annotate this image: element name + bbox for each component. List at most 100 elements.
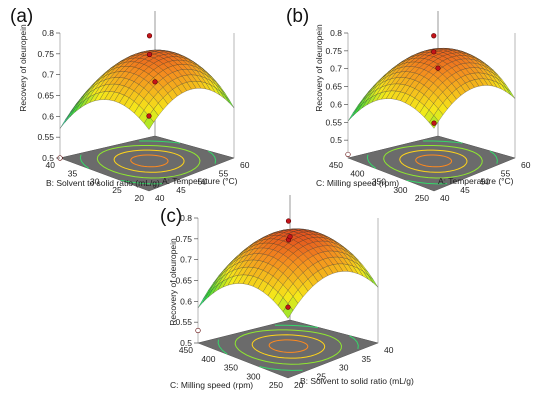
floor-contour [79, 154, 90, 169]
design-point [146, 33, 153, 39]
x-axis-label: A: Temperature (°C) [438, 176, 514, 186]
z-tick-label: 0.75 [175, 234, 192, 244]
y-tick-label: 250 [415, 193, 429, 203]
panel-c: (c) 0.5 0.55 0.6 0.65 0.7 0.75 0.8 Recovery of o… [160, 195, 414, 390]
x-tick-label: 45 [176, 185, 186, 195]
floor-contour [139, 140, 181, 144]
surface-cell [367, 274, 379, 288]
x-tick-label: 55 [501, 168, 511, 178]
y-tick-label: 300 [393, 185, 407, 195]
y-tick-label: 450 [179, 345, 193, 355]
floor-contour [259, 366, 303, 371]
y-tick-label: 40 [46, 160, 56, 170]
x-tick-label: 60 [521, 160, 531, 170]
y-axis-label: C: Milling speed (rpm) [170, 380, 253, 390]
y-tick-label: 25 [112, 185, 122, 195]
z-tick-label: 0.7 [180, 255, 192, 265]
floor-plane [347, 135, 516, 192]
x-tick-label: 50 [198, 177, 208, 187]
y-tick-label: 350 [372, 177, 386, 187]
floor-contour [349, 335, 359, 350]
floor-contour [366, 154, 377, 169]
floor-contour [399, 149, 468, 173]
z-axis-label: Recovery of oleuropein [168, 238, 178, 326]
design-point [435, 65, 441, 71]
floor-contour [251, 334, 326, 359]
x-tick-label: 25 [317, 371, 327, 381]
floor-contour [217, 339, 228, 355]
design-point [287, 234, 293, 240]
z-axis-label: Recovery of oleuropein [314, 24, 324, 112]
floor-contour [406, 179, 448, 185]
surface-mesh [59, 49, 235, 130]
surface-cell [224, 95, 235, 108]
surface-cell [506, 87, 516, 99]
z-tick-label: 0.6 [330, 99, 342, 109]
design-point [431, 49, 437, 55]
panel-b: (b) 0.5 0.55 0.6 0.65 0.7 0.75 0.8 Recovery of o… [286, 6, 531, 203]
y-tick-label: 35 [68, 168, 78, 178]
floor-contour [415, 154, 453, 168]
z-tick-label: 0.55 [175, 317, 192, 327]
z-tick-label: 0.7 [330, 64, 342, 74]
x-axis-label: A: Temperature (°C) [162, 176, 238, 186]
z-tick-label: 0.6 [180, 296, 192, 306]
floor-contour [383, 144, 483, 179]
y-axis-label: C: Milling speed (rpm) [316, 178, 399, 188]
x-tick-label: 40 [155, 193, 165, 203]
z-axis-label: Recovery of oleuropein [18, 24, 28, 112]
z-tick-label: 0.55 [37, 132, 54, 142]
design-point [146, 51, 153, 58]
x-tick-label: 50 [481, 177, 491, 187]
surface-cell [352, 103, 363, 117]
design-point [345, 151, 351, 158]
floor-contour [268, 339, 309, 353]
z-tick-label: 0.7 [42, 70, 54, 80]
x-tick-label: 35 [362, 354, 372, 364]
x-tick-label: 55 [219, 168, 229, 178]
surface-cell [143, 115, 154, 130]
z-tick-label: 0.65 [37, 91, 54, 101]
y-tick-label: 400 [350, 168, 364, 178]
y-tick-label: 400 [201, 354, 215, 364]
floor-contour [274, 324, 318, 328]
design-point [431, 33, 437, 39]
surface-cell [64, 108, 76, 123]
design-point [285, 218, 292, 224]
floor-contour [120, 179, 163, 185]
panel-label: (a) [10, 6, 33, 27]
floor-contour [113, 149, 185, 173]
x-tick-label: 45 [460, 185, 470, 195]
floor-contour [208, 150, 217, 164]
surface-cell [197, 293, 209, 308]
floor-contour [489, 150, 498, 164]
x-tick-label: 60 [240, 160, 250, 170]
y-tick-label: 250 [269, 380, 283, 390]
x-tick-label: 30 [339, 363, 349, 373]
z-tick-label: 0.8 [180, 213, 192, 223]
z-tick-label: 0.8 [42, 28, 54, 38]
design-point [152, 79, 158, 85]
design-point [431, 120, 437, 126]
panel-label: (c) [160, 206, 182, 227]
z-tick-label: 0.55 [325, 117, 342, 127]
x-axis-label: B: Solvent to solid ratio (mL/g) [300, 376, 414, 386]
y-tick-label: 20 [135, 193, 145, 203]
floor-contour [423, 140, 463, 144]
y-tick-label: 450 [329, 160, 343, 170]
floor-contour [130, 154, 169, 168]
z-tick-label: 0.65 [175, 276, 192, 286]
floor-contour [234, 329, 343, 365]
x-tick-label: 20 [294, 380, 304, 390]
surface-cell [59, 113, 71, 129]
panel-label: (b) [286, 6, 309, 27]
floor-plane [59, 135, 235, 192]
z-tick-label: 0.8 [330, 28, 342, 38]
z-tick-label: 0.75 [325, 46, 342, 56]
floor-plane [197, 319, 379, 379]
surface-cell [347, 107, 358, 122]
z-tick-label: 0.5 [42, 153, 54, 163]
y-tick-label: 350 [224, 363, 238, 373]
z-tick-label: 0.6 [42, 111, 54, 121]
